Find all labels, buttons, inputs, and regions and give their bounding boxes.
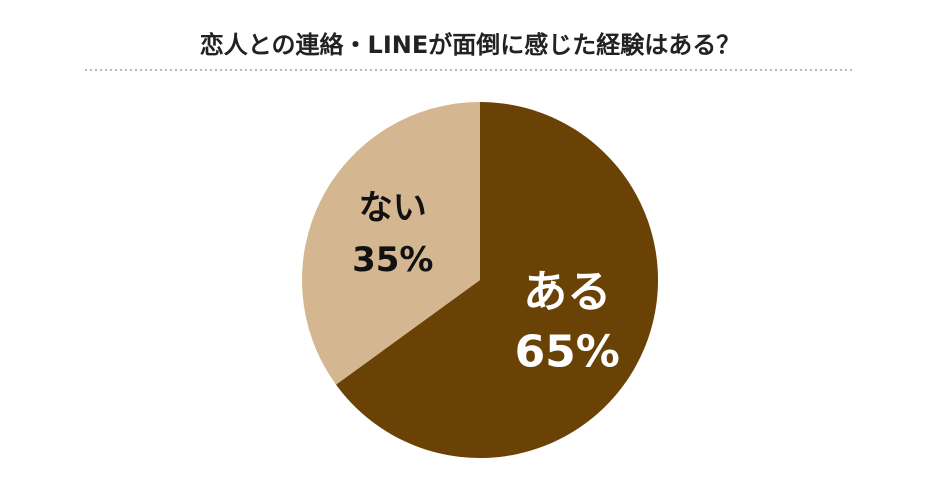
slice-category-label: ない <box>359 188 427 228</box>
pie-slice <box>302 102 480 385</box>
slice-category-label: ある <box>523 266 611 317</box>
slice-value-label: 35% <box>352 240 433 280</box>
pie-slice <box>335 102 658 458</box>
slice-value-label: 65% <box>515 326 620 377</box>
chart-title: 恋人との連絡・LINEが面倒に感じた経験はある？ <box>200 31 740 59</box>
